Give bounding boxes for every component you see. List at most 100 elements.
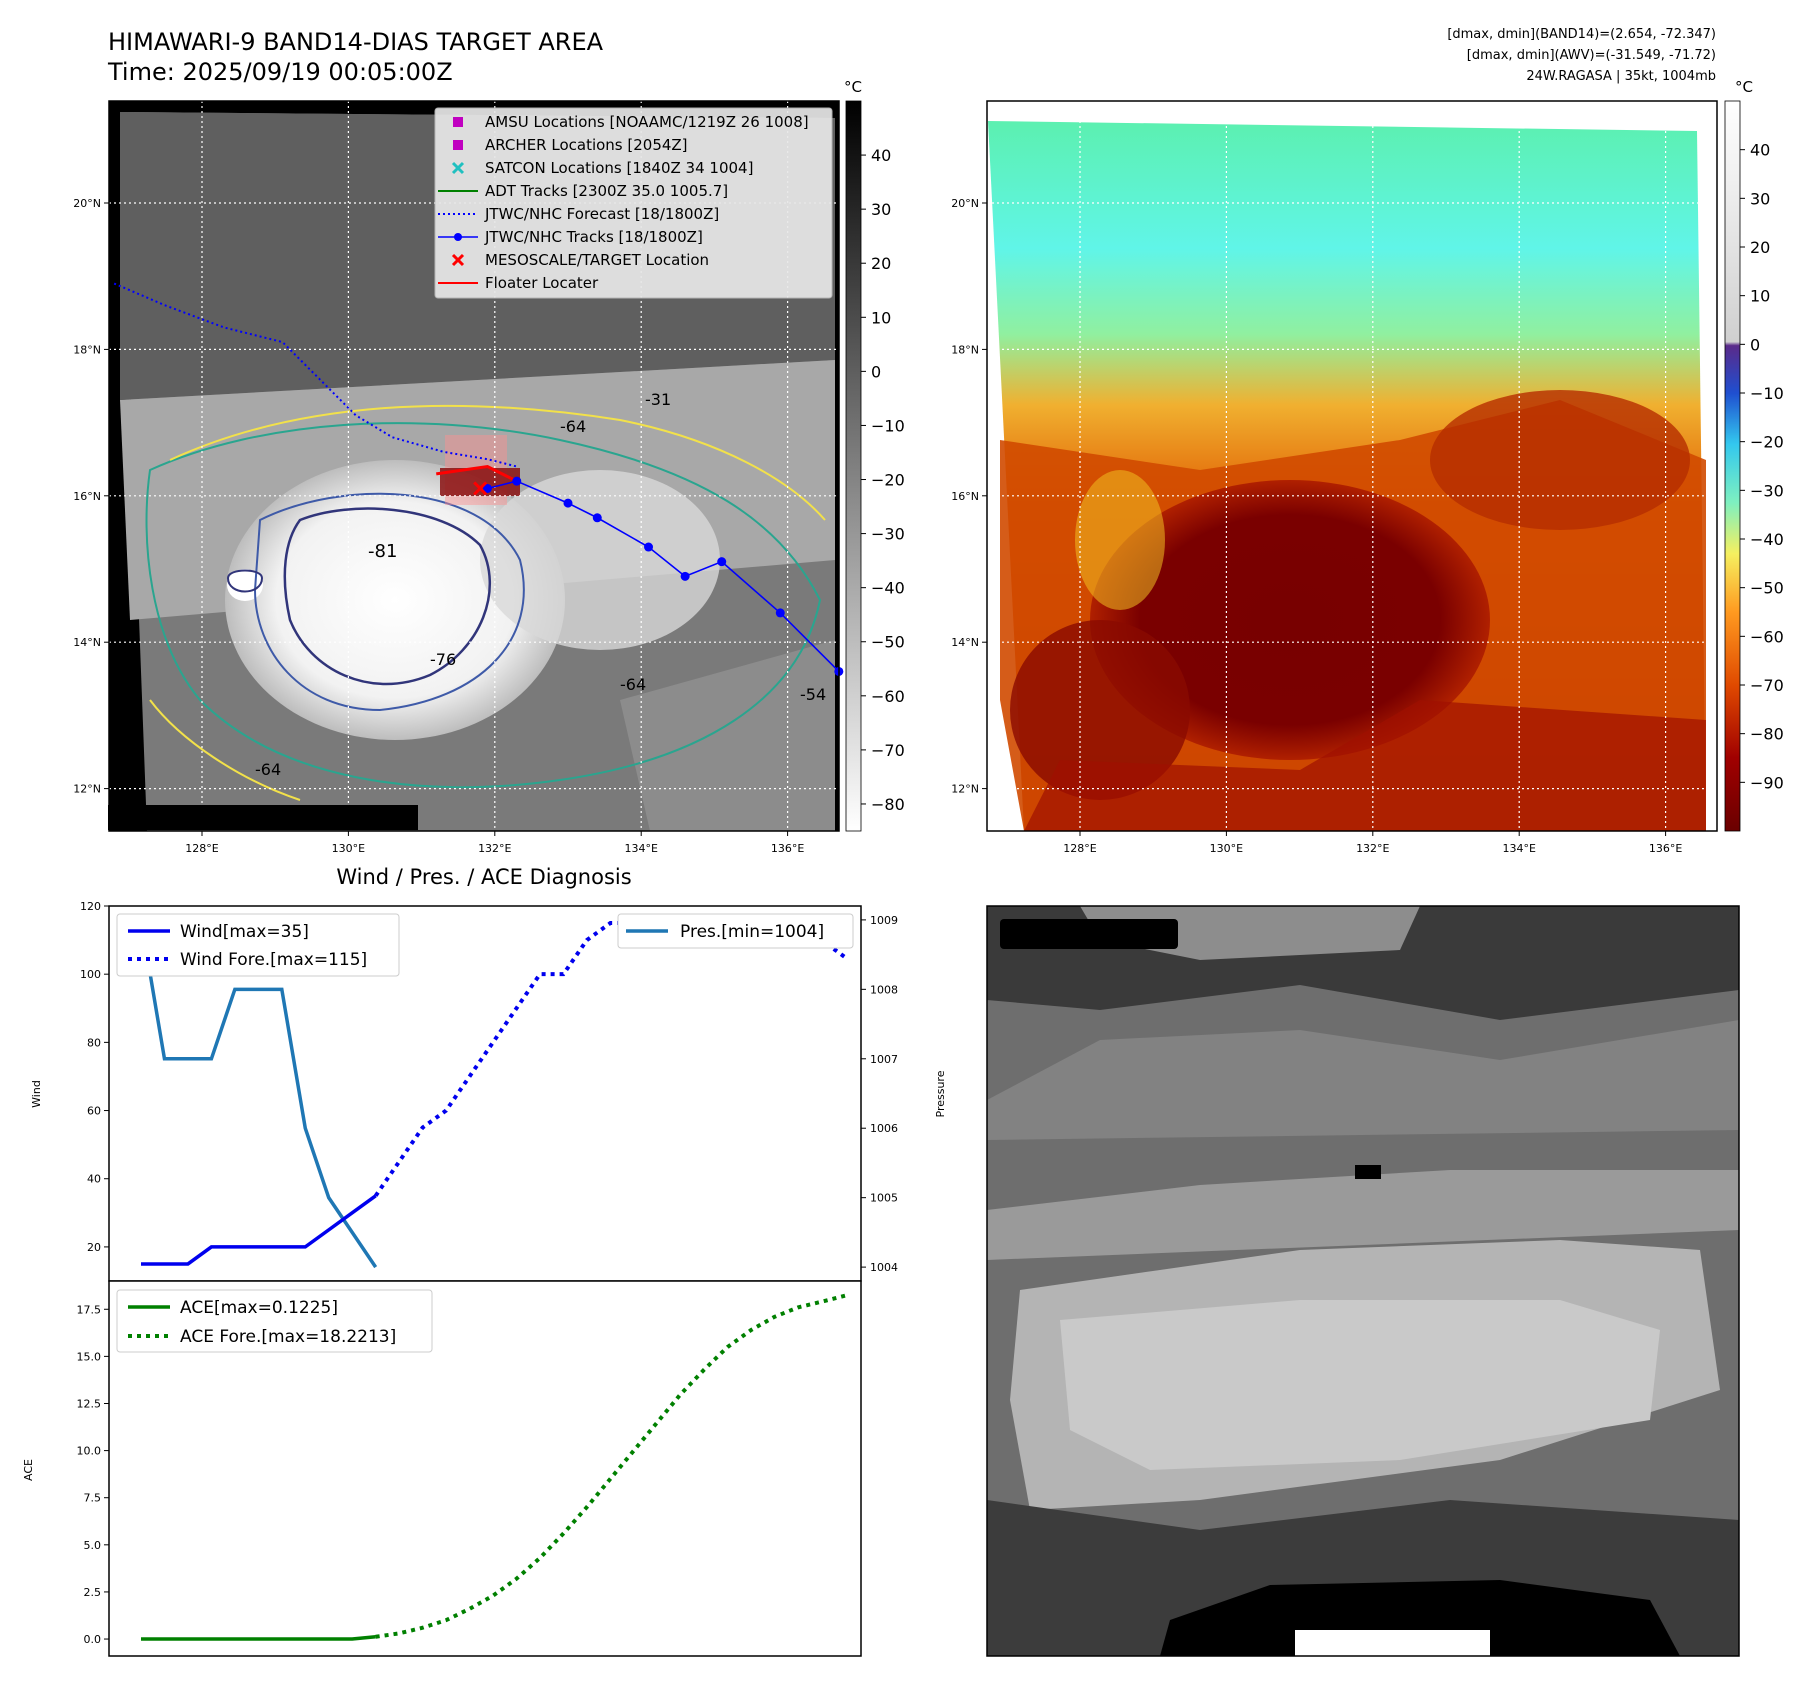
colorbar-left: °C 40 30 20 10 0 −10 −20 −30 −40 −50 −60 −70 −80 (844, 78, 905, 832)
wind-forecast-series-line (374, 921, 847, 1197)
track-point (592, 513, 602, 523)
map-legend-label: JTWC/NHC Tracks [18/1800Z] (484, 228, 703, 246)
figure-time: Time: 2025/09/19 00:05:00Z (107, 58, 453, 86)
track-point (644, 542, 654, 552)
colorbar-tick-label: −30 (871, 525, 905, 544)
wmg-count-label: WMG Count: 0 (1007, 924, 1160, 946)
wind-axis-ticks: 120 100 80 60 40 20 (80, 900, 109, 1254)
y-tick-label: 1004 (870, 1261, 898, 1274)
awv-map-panel: 128°E 130°E 132°E 134°E 136°E 20°N 18°N 16°N 14°… (951, 100, 1718, 855)
colorbar-tick-label: −50 (1750, 579, 1784, 598)
colorbar-tick-label: 10 (871, 308, 891, 327)
track-point (482, 483, 492, 493)
y-tick-label: 60 (87, 1105, 101, 1118)
map-legend-label: SATCON Locations [1840Z 34 1004] (485, 159, 753, 177)
colorbar-tick-label: −50 (871, 633, 905, 652)
y-tick-label: 17.5 (77, 1303, 102, 1316)
pressure-axis-label: Pressure (934, 1070, 947, 1117)
legend-pres: Pres.[min=1004] (680, 922, 824, 942)
wind-series-line (141, 1194, 377, 1266)
contour-label-64a: -64 (560, 417, 586, 436)
map-legend-row: ADT Tracks [2300Z 35.0 1005.7] (438, 182, 728, 200)
lat-tick-label: 20°N (951, 197, 979, 210)
lat-tick-label: 14°N (73, 636, 101, 649)
colorbar-tick-label: −10 (1750, 384, 1784, 403)
contour-yellow (169, 404, 826, 521)
colorbar-tick-label: −70 (871, 741, 905, 760)
ir-map-panel: -81 -76 -64 -64 -54 -64 -31 Copyright © … (73, 100, 844, 855)
colorbar-tick-label: 30 (871, 200, 891, 219)
map-legend-row: JTWC/NHC Tracks [18/1800Z] (438, 228, 703, 246)
colorbar-tick-label: −40 (871, 579, 905, 598)
cold-cloud-core (225, 460, 565, 740)
target-x (473, 481, 488, 496)
map-legend-row: JTWC/NHC Forecast [18/1800Z] (438, 205, 719, 223)
legend-marker (453, 117, 463, 127)
track-point (563, 498, 573, 508)
wind-axis-label: Wind (30, 1080, 43, 1108)
map-legend-row: SATCON Locations [1840Z 34 1004] (451, 159, 753, 177)
y-tick-label: 0.0 (84, 1633, 102, 1646)
colorbar-tick-label: −30 (1750, 481, 1784, 500)
map-legend-label: ARCHER Locations [2054Z] (485, 136, 688, 154)
y-tick-label: 40 (87, 1173, 101, 1186)
copyright-text: Copyright © 2020-2025 Dapiya (112, 809, 391, 828)
ace-axis-ticks: 17.5 15.0 12.5 10.0 7.5 5.0 2.5 0.0 (77, 1303, 109, 1646)
colorbar-tick-label: −80 (871, 795, 905, 814)
lat-tick-label: 16°N (73, 490, 101, 503)
colorbar-left-gradient (845, 100, 862, 832)
pressure-series-line (139, 919, 378, 1269)
wmg-frame (986, 905, 1740, 1657)
map-legend: AMSU Locations [NOAAMC/1219Z 26 1008] ARC… (434, 107, 833, 299)
y-tick-label: 120 (80, 900, 101, 913)
y-tick-label: 1006 (870, 1122, 898, 1135)
contour-label-54: -54 (800, 685, 826, 704)
legend-marker (451, 253, 465, 267)
y-tick-label: 12.5 (77, 1397, 102, 1410)
ace-legend-box (116, 1289, 433, 1353)
lat-tick-label: 12°N (951, 783, 979, 796)
colorbar-tick-label: −10 (871, 416, 905, 435)
ir-map-frame (108, 100, 840, 832)
figure-title: HIMAWARI-9 BAND14-DIAS TARGET AREA (108, 28, 604, 56)
lon-tick-label: 130°E (1210, 842, 1243, 855)
colorbar-tick-label: 40 (1750, 141, 1770, 160)
map-legend-box (434, 107, 833, 299)
colorbar-left-unit: °C (844, 78, 862, 96)
colorbar-tick-label: 20 (1750, 238, 1770, 257)
lon-tick-label: 128°E (1063, 842, 1096, 855)
colorbar-tick-label: −80 (1750, 725, 1784, 744)
colorbar-tick-label: 10 (1750, 287, 1770, 306)
ace-forecast-series-line (375, 1293, 846, 1639)
wmg-badge (1000, 919, 1178, 949)
colorbar-tick-label: −20 (871, 471, 905, 490)
wind-legend-box (116, 913, 400, 977)
contour-inner (283, 507, 492, 686)
dmax-awv: [dmax, dmin](AWV)=(-31.549, -71.72) (1467, 48, 1716, 63)
colorbar-tick-label: −90 (1750, 773, 1784, 792)
colorbar-tick-label: 0 (871, 362, 881, 381)
storm-info: 24W.RAGASA | 35kt, 1004mb (1526, 69, 1716, 84)
floater-locater-track (436, 464, 518, 483)
lat-tick-label: 16°N (951, 490, 979, 503)
lon-tick-label: 132°E (478, 842, 511, 855)
lon-tick-label: 128°E (185, 842, 218, 855)
ace-chart: 17.5 15.0 12.5 10.0 7.5 5.0 2.5 0.0 ACE ACE[max… (22, 1280, 862, 1657)
colorbar-tick-label: −60 (871, 687, 905, 706)
track-point (775, 608, 785, 618)
target-location-marker (473, 481, 488, 496)
colorbar-tick-label: −40 (1750, 530, 1784, 549)
lon-tick-label: 134°E (624, 842, 657, 855)
y-tick-label: 1005 (870, 1192, 898, 1205)
map-legend-label: Floater Locater (485, 274, 599, 292)
colorbar-tick-label: 40 (871, 146, 891, 165)
copyright-badge (108, 805, 418, 830)
legend-marker (453, 140, 463, 150)
y-tick-label: 7.5 (84, 1492, 102, 1505)
y-tick-label: 10.0 (77, 1445, 102, 1458)
contour-outer (145, 422, 822, 789)
lon-tick-label: 134°E (1502, 842, 1535, 855)
contour-label-31: -31 (645, 390, 671, 409)
lon-tick-label: 132°E (1356, 842, 1389, 855)
